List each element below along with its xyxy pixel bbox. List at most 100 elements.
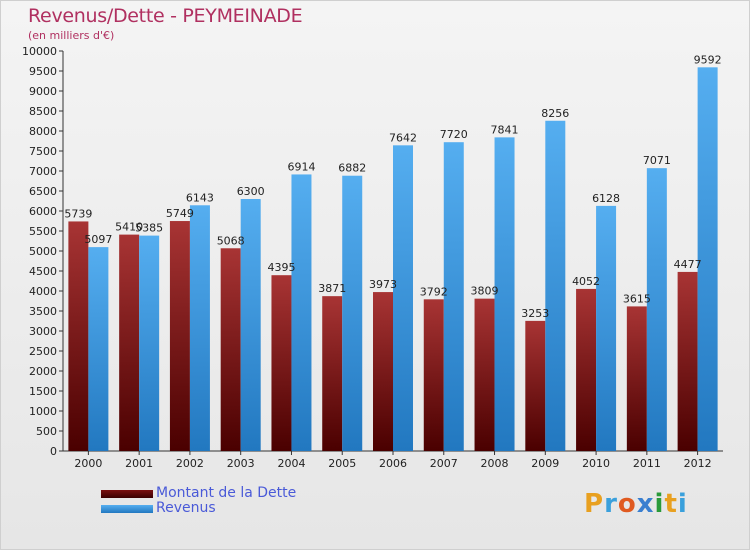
logo-letter: i (654, 489, 665, 519)
bar-dette-2006 (373, 292, 393, 451)
data-label-revenus-2008: 7841 (491, 123, 519, 136)
logo-letter: i (677, 489, 688, 519)
bar-revenus-2005 (342, 175, 363, 451)
bar-revenus-2000 (88, 247, 109, 451)
y-tick-label: 3500 (29, 305, 57, 318)
data-label-revenus-2007: 7720 (440, 128, 468, 141)
x-tick-label: 2006 (379, 457, 407, 470)
data-label-revenus-2003: 6300 (237, 185, 265, 198)
data-label-dette-2006: 3973 (369, 278, 397, 291)
data-label-revenus-2004: 6914 (287, 160, 315, 173)
bar-dette-2002 (169, 221, 190, 451)
bar-revenus-2011 (646, 168, 667, 451)
y-tick-label: 4000 (29, 285, 57, 298)
bar-dette-2001 (119, 234, 140, 451)
y-tick-label: 8500 (29, 105, 57, 118)
bar-revenus-2006 (393, 145, 413, 451)
x-tick-label: 2003 (227, 457, 255, 470)
bar-dette-2004 (271, 275, 292, 451)
bar-dette-2010 (576, 288, 597, 451)
y-tick-label: 7000 (29, 165, 57, 178)
bar-dette-2003 (220, 248, 241, 451)
x-tick-label: 2007 (430, 457, 458, 470)
data-label-dette-2003: 5068 (217, 234, 245, 247)
y-tick-label: 7500 (29, 145, 57, 158)
data-label-dette-2004: 4395 (267, 261, 295, 274)
legend-label-revenus: Revenus (156, 500, 216, 516)
bar-revenus-2008 (494, 137, 515, 452)
data-label-dette-2007: 3792 (420, 285, 448, 298)
bar-revenus-2003 (240, 199, 261, 451)
y-tick-label: 9500 (29, 65, 57, 78)
y-tick-label: 6000 (29, 205, 57, 218)
y-tick-label: 5500 (29, 225, 57, 238)
data-label-revenus-2006: 7642 (389, 131, 417, 144)
y-tick-label: 3000 (29, 325, 57, 338)
y-tick-label: 0 (50, 445, 57, 458)
data-label-revenus-2005: 6882 (338, 162, 366, 175)
x-tick-label: 2011 (633, 457, 661, 470)
y-tick-label: 1500 (29, 385, 57, 398)
y-tick-label: 6500 (29, 185, 57, 198)
legend-swatch-revenus (101, 505, 153, 513)
data-label-dette-2010: 4052 (572, 275, 600, 288)
data-label-revenus-2002: 6143 (186, 191, 214, 204)
logo-letter: t (664, 489, 678, 519)
data-label-revenus-2000: 5097 (84, 233, 112, 246)
data-label-dette-2002: 5749 (166, 207, 194, 220)
bar-dette-2012 (677, 271, 698, 451)
y-tick-label: 8000 (29, 125, 57, 138)
data-label-dette-2012: 4477 (674, 258, 702, 271)
data-label-revenus-2011: 7071 (643, 154, 671, 167)
x-tick-label: 2008 (481, 457, 509, 470)
bar-revenus-2009 (545, 120, 566, 451)
data-label-revenus-2009: 8256 (541, 107, 569, 120)
bar-dette-2011 (626, 306, 647, 451)
y-tick-label: 500 (36, 425, 57, 438)
proxiti-logo: Proxiti (584, 489, 688, 519)
x-tick-label: 2002 (176, 457, 204, 470)
x-tick-label: 2004 (277, 457, 305, 470)
bar-revenus-2012 (697, 67, 718, 451)
chart-subtitle: (en milliers d'€) (28, 29, 115, 42)
data-label-dette-2001: 5410 (115, 221, 143, 234)
bar-revenus-2001 (139, 235, 160, 451)
y-tick-label: 5000 (29, 245, 57, 258)
bar-dette-2009 (525, 320, 546, 451)
x-tick-label: 2012 (684, 457, 712, 470)
legend-label-dette: Montant de la Dette (156, 485, 297, 501)
x-tick-label: 2000 (74, 457, 102, 470)
chart-title: Revenus/Dette - PEYMEINADE (28, 5, 303, 27)
logo-letter: P (584, 489, 605, 519)
bars (68, 67, 718, 452)
data-label-dette-2000: 5739 (64, 207, 92, 220)
x-tick-label: 2005 (328, 457, 356, 470)
legend-swatch-dette (101, 490, 153, 498)
logo-letter: x (636, 489, 655, 519)
bar-dette-2008 (474, 298, 495, 451)
bar-dette-2005 (322, 296, 343, 451)
bar-dette-2007 (423, 299, 444, 451)
bar-revenus-2007 (443, 142, 464, 451)
logo-letter: o (617, 489, 637, 519)
data-label-revenus-2001: 5385 (135, 222, 163, 235)
bar-revenus-2002 (189, 205, 210, 451)
data-label-dette-2011: 3615 (623, 292, 651, 305)
y-tick-label: 2500 (29, 345, 57, 358)
data-label-revenus-2012: 9592 (694, 53, 722, 66)
x-tick-label: 2009 (531, 457, 559, 470)
y-tick-label: 10000 (22, 45, 57, 58)
y-tick-label: 1000 (29, 405, 57, 418)
x-tick-label: 2010 (582, 457, 610, 470)
bar-revenus-2004 (291, 174, 312, 451)
bar-dette-2000 (68, 221, 89, 451)
data-label-dette-2008: 3809 (471, 285, 499, 298)
y-tick-label: 9000 (29, 85, 57, 98)
data-label-dette-2005: 3871 (318, 282, 346, 295)
bar-revenus-2010 (596, 205, 617, 451)
y-tick-label: 2000 (29, 365, 57, 378)
logo-letter: r (604, 489, 618, 519)
